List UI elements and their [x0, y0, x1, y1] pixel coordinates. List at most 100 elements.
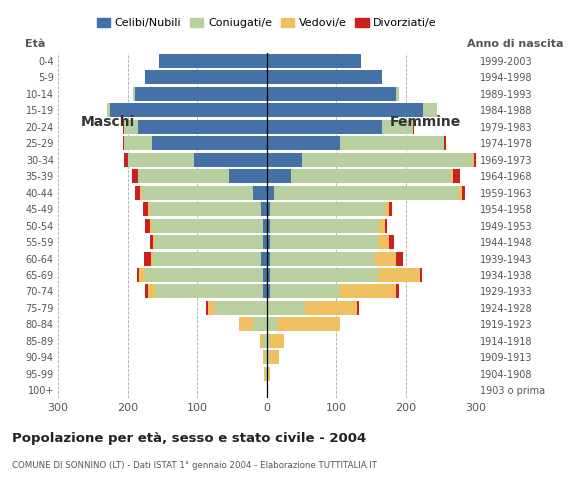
Bar	[155, 235, 263, 249]
Bar	[267, 169, 291, 183]
Bar	[277, 317, 340, 331]
Bar	[264, 367, 266, 381]
Bar	[267, 136, 340, 150]
Text: Popolazione per età, sesso e stato civile - 2004: Popolazione per età, sesso e stato civil…	[12, 432, 366, 445]
Bar	[473, 153, 477, 167]
Bar	[264, 350, 267, 364]
Bar	[133, 87, 135, 101]
Bar	[389, 235, 394, 249]
Bar	[263, 235, 267, 249]
Bar	[378, 218, 385, 233]
Bar	[144, 252, 151, 265]
Bar	[462, 186, 465, 200]
Bar	[423, 103, 437, 118]
Bar	[267, 186, 274, 200]
Bar	[267, 235, 270, 249]
Bar	[124, 136, 152, 150]
Bar	[454, 169, 461, 183]
Bar	[229, 169, 267, 183]
Bar	[107, 103, 110, 118]
Bar	[124, 153, 128, 167]
Bar	[270, 334, 284, 348]
Bar	[267, 268, 270, 282]
Bar	[267, 54, 361, 68]
Bar	[267, 87, 396, 101]
Bar	[267, 350, 269, 364]
Bar	[110, 103, 267, 118]
Text: COMUNE DI SONNINO (LT) - Dati ISTAT 1° gennaio 2004 - Elaborazione TUTTITALIA.IT: COMUNE DI SONNINO (LT) - Dati ISTAT 1° g…	[12, 461, 376, 470]
Bar	[451, 169, 454, 183]
Bar	[261, 202, 267, 216]
Bar	[263, 285, 267, 299]
Bar	[124, 120, 138, 134]
Bar	[267, 218, 270, 233]
Bar	[444, 136, 445, 150]
Bar	[378, 268, 420, 282]
Legend: Celibi/Nubili, Coniugati/e, Vedovi/e, Divorziati/e: Celibi/Nubili, Coniugati/e, Vedovi/e, Di…	[92, 13, 441, 33]
Bar	[142, 186, 253, 200]
Bar	[267, 202, 270, 216]
Bar	[261, 252, 267, 265]
Bar	[150, 235, 153, 249]
Bar	[270, 235, 378, 249]
Bar	[267, 334, 270, 348]
Bar	[253, 186, 267, 200]
Bar	[420, 268, 422, 282]
Bar	[267, 252, 270, 265]
Text: Età: Età	[24, 39, 45, 49]
Text: Anno di nascita: Anno di nascita	[467, 39, 563, 49]
Bar	[138, 169, 229, 183]
Bar	[267, 71, 382, 84]
Bar	[145, 218, 150, 233]
Bar	[153, 252, 261, 265]
Bar	[396, 87, 399, 101]
Bar	[340, 136, 444, 150]
Bar	[267, 120, 382, 134]
Bar	[148, 285, 155, 299]
Bar	[135, 186, 140, 200]
Bar	[151, 252, 153, 265]
Bar	[159, 54, 267, 68]
Bar	[270, 285, 340, 299]
Bar	[305, 301, 357, 315]
Bar	[472, 153, 473, 167]
Bar	[215, 301, 267, 315]
Bar	[150, 218, 152, 233]
Bar	[128, 153, 194, 167]
Bar	[270, 252, 375, 265]
Bar	[239, 317, 253, 331]
Bar	[378, 235, 389, 249]
Bar	[263, 218, 267, 233]
Bar	[270, 268, 378, 282]
Bar	[208, 301, 215, 315]
Bar	[123, 136, 124, 150]
Bar	[123, 120, 124, 134]
Bar	[396, 252, 403, 265]
Bar	[274, 186, 458, 200]
Bar	[143, 202, 148, 216]
Bar	[357, 301, 360, 315]
Bar	[263, 268, 267, 282]
Bar	[132, 169, 138, 183]
Bar	[269, 350, 280, 364]
Bar	[152, 218, 263, 233]
Bar	[260, 334, 263, 348]
Bar	[155, 285, 263, 299]
Bar	[263, 350, 264, 364]
Bar	[152, 136, 267, 150]
Bar	[137, 268, 139, 282]
Bar	[140, 186, 142, 200]
Bar	[385, 202, 389, 216]
Text: Femmine: Femmine	[390, 115, 461, 129]
Bar	[145, 71, 267, 84]
Bar	[267, 285, 270, 299]
Bar	[138, 120, 267, 134]
Bar	[267, 301, 305, 315]
Bar	[150, 202, 261, 216]
Bar	[253, 317, 267, 331]
Text: Maschi: Maschi	[81, 115, 135, 129]
Bar	[389, 202, 392, 216]
Bar	[270, 218, 378, 233]
Bar	[135, 87, 267, 101]
Bar	[145, 268, 263, 282]
